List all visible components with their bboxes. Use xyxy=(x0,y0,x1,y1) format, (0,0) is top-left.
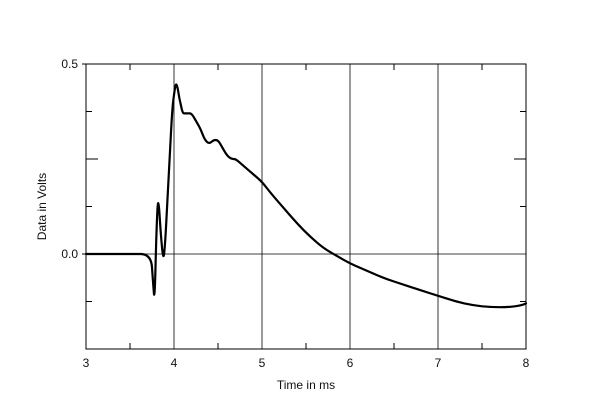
tick-marks xyxy=(82,63,526,349)
tick-labels: 3 4 5 6 7 8 0.0 0.5 xyxy=(61,57,529,370)
x-tick-label: 5 xyxy=(259,356,266,370)
x-tick-label: 4 xyxy=(171,356,178,370)
x-axis-label: Time in ms xyxy=(277,378,335,392)
x-tick-label: 8 xyxy=(523,356,530,370)
y-tick-label: 0.0 xyxy=(61,247,78,261)
x-tick-label: 3 xyxy=(83,356,90,370)
x-tick-label: 7 xyxy=(435,356,442,370)
y-tick-label: 0.5 xyxy=(61,57,78,71)
series-line xyxy=(84,83,528,309)
grid xyxy=(86,64,526,349)
y-axis-label: Data in Volts xyxy=(35,173,49,240)
plot-frame xyxy=(85,63,527,350)
x-tick-label: 6 xyxy=(347,356,354,370)
